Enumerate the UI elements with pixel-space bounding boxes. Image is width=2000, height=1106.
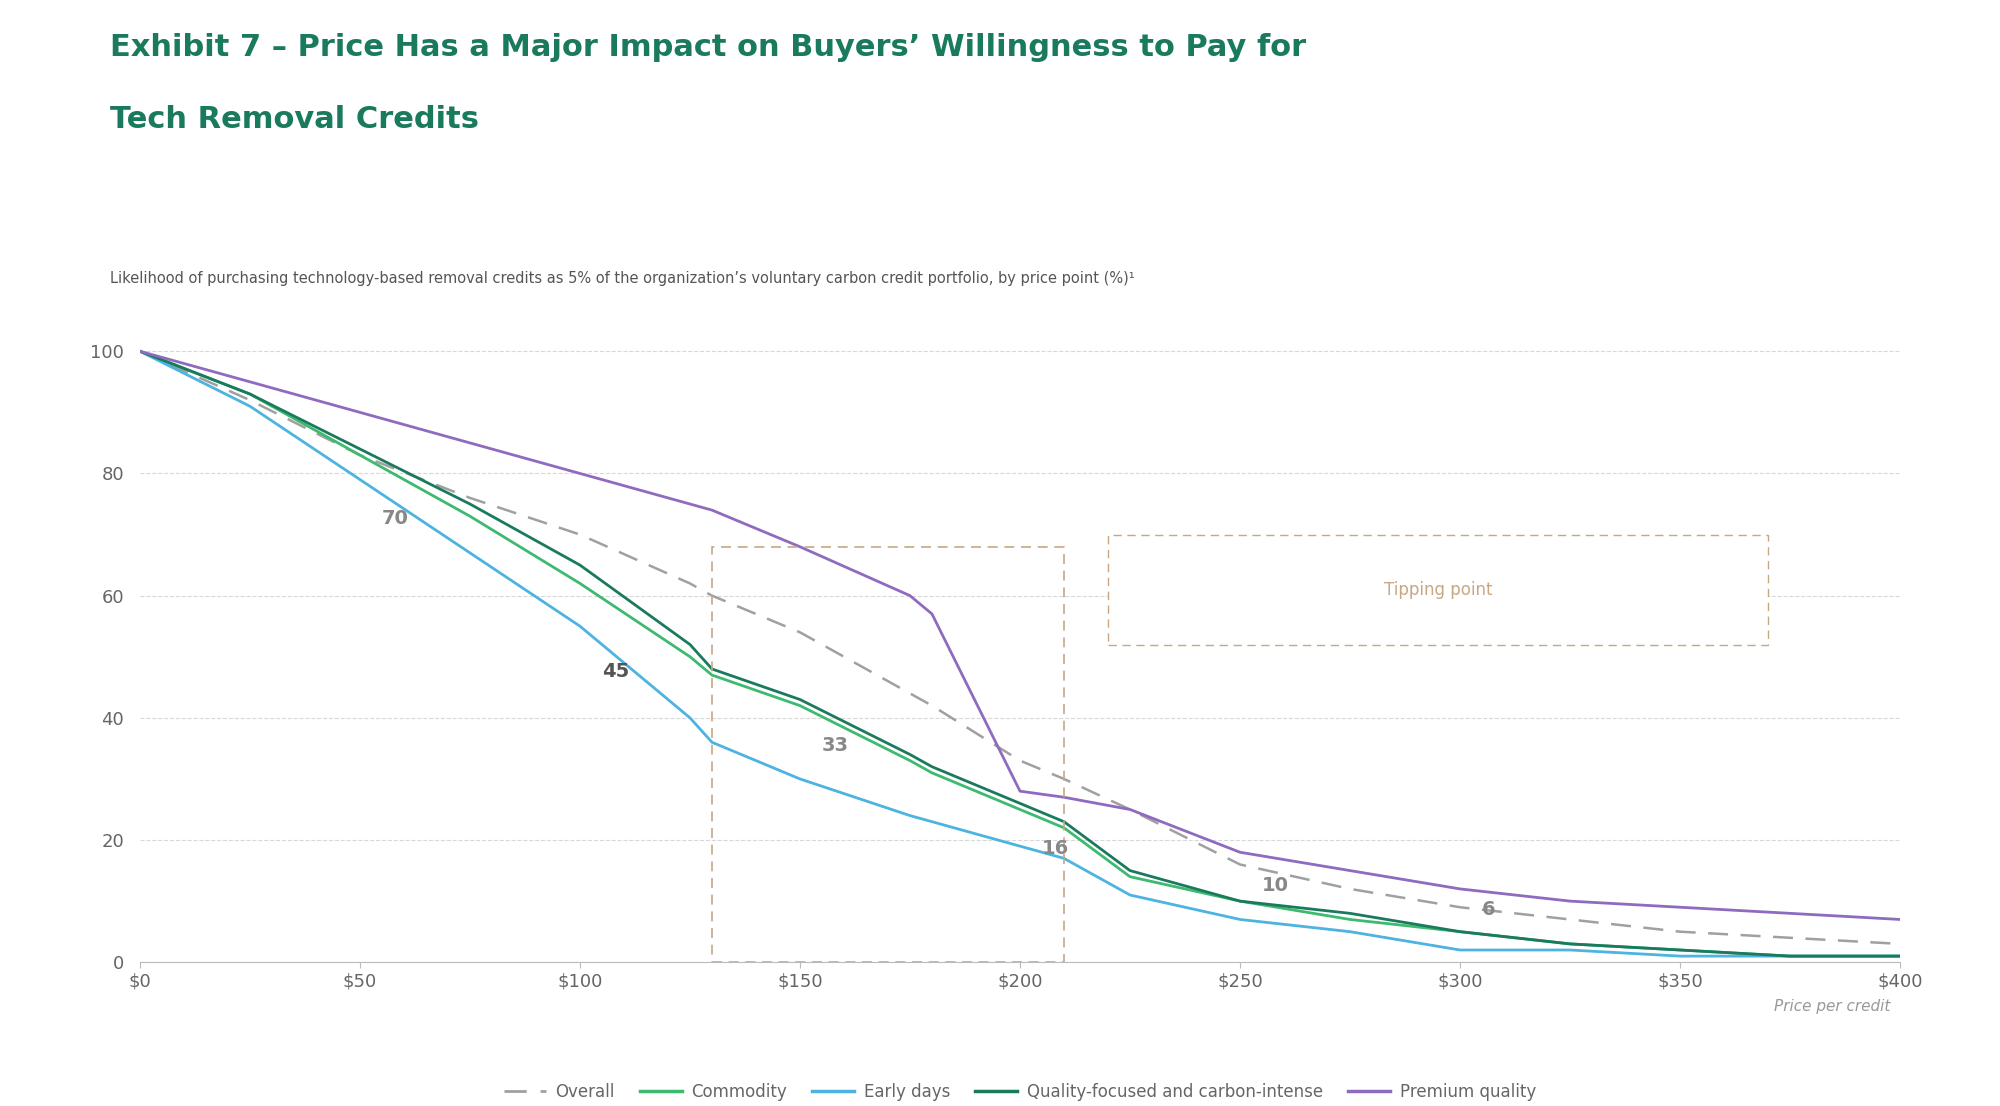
Text: 10: 10 <box>1262 876 1288 895</box>
Text: 70: 70 <box>382 510 408 529</box>
Text: 33: 33 <box>822 735 848 754</box>
Legend: Overall, Commodity, Early days, Quality-focused and carbon-intense, Premium qual: Overall, Commodity, Early days, Quality-… <box>498 1076 1542 1106</box>
Text: Tipping point: Tipping point <box>1384 581 1492 598</box>
Text: 16: 16 <box>1042 839 1070 858</box>
Text: Exhibit 7 – Price Has a Major Impact on Buyers’ Willingness to Pay for: Exhibit 7 – Price Has a Major Impact on … <box>110 33 1306 62</box>
Bar <box>712 546 1064 962</box>
Text: Tech Removal Credits: Tech Removal Credits <box>110 105 480 134</box>
Bar <box>1108 534 1768 645</box>
Text: Price per credit: Price per credit <box>1774 999 1890 1014</box>
Text: 6: 6 <box>1482 900 1496 919</box>
Text: Likelihood of purchasing technology-based removal credits as 5% of the organizat: Likelihood of purchasing technology-base… <box>110 271 1134 286</box>
Text: 45: 45 <box>602 662 630 681</box>
